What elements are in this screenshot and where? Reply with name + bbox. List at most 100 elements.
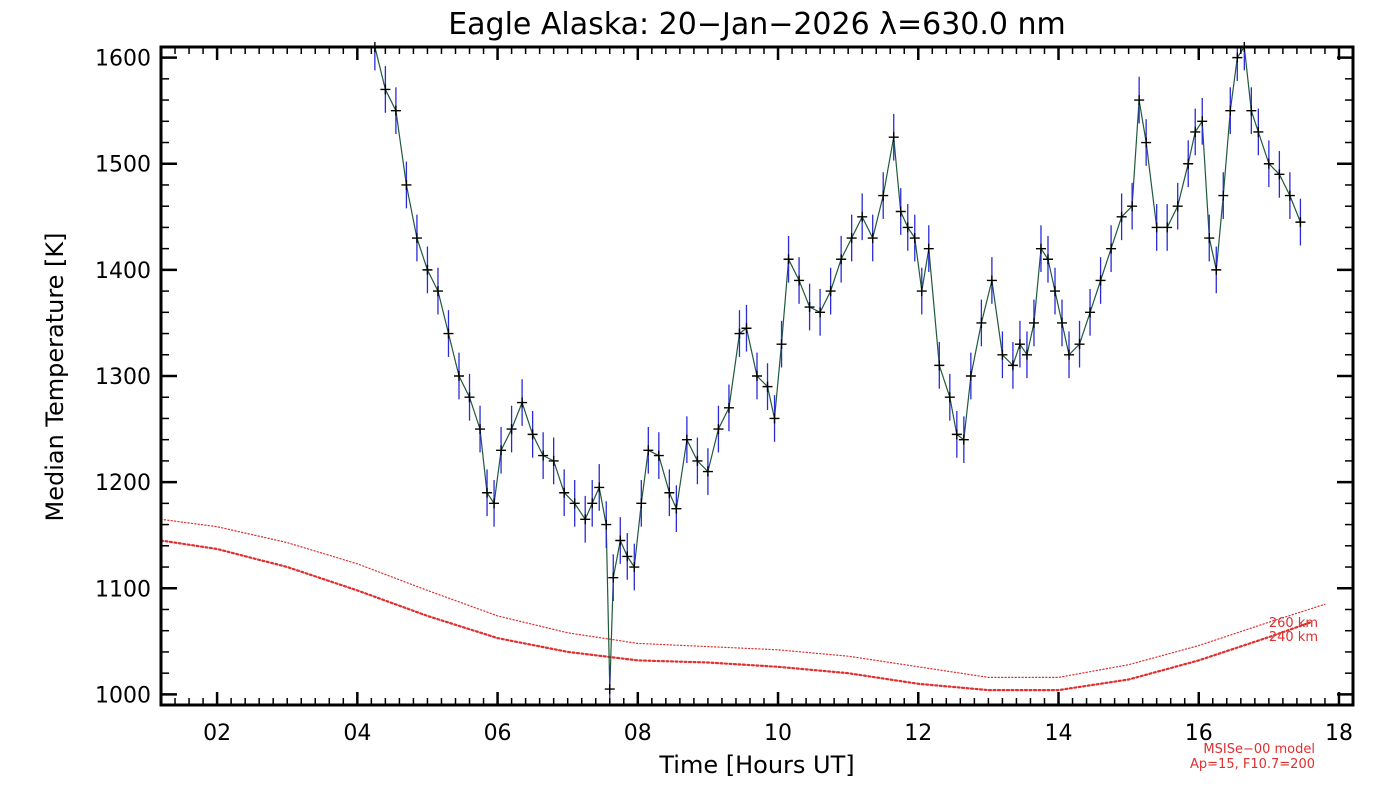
data-point <box>702 466 713 477</box>
x-tick-label: 14 <box>1045 721 1073 746</box>
data-point <box>671 503 682 514</box>
data-point <box>1225 105 1236 116</box>
y-tick-label: 1200 <box>95 471 151 496</box>
data-point <box>664 487 675 498</box>
x-tick-label: 06 <box>484 721 512 746</box>
data-point <box>1197 116 1208 127</box>
data-point <box>538 450 549 461</box>
data-point <box>608 572 619 583</box>
data-point <box>909 233 920 244</box>
data-point <box>762 381 773 392</box>
data-point <box>1263 158 1274 169</box>
data-point <box>944 392 955 403</box>
data-point <box>1074 339 1085 350</box>
data-point <box>1085 307 1096 318</box>
data-point <box>846 233 857 244</box>
y-tick-label: 1100 <box>95 577 151 602</box>
x-tick-label: 08 <box>624 721 652 746</box>
data-point <box>804 302 815 313</box>
data-point <box>958 434 969 445</box>
data-point <box>923 243 934 254</box>
data-point <box>867 233 878 244</box>
data-point <box>1095 275 1106 286</box>
x-tick-label: 18 <box>1325 721 1353 746</box>
data-point <box>836 254 847 265</box>
data-point <box>454 371 464 381</box>
data-point <box>752 371 762 381</box>
data-point <box>1246 105 1257 116</box>
model-label-240km: 240 km <box>1269 630 1318 645</box>
x-tick-label: 10 <box>764 721 792 746</box>
data-point <box>432 286 443 297</box>
x-axis-label: Time [Hours UT] <box>658 751 854 779</box>
data-point <box>569 498 580 509</box>
data-series <box>369 42 1306 705</box>
data-point <box>527 429 538 440</box>
data-point <box>580 514 591 525</box>
data-point <box>1014 339 1025 350</box>
y-tick-label: 1000 <box>95 683 151 708</box>
model-curve-260km <box>160 518 1326 679</box>
data-point <box>1211 264 1222 275</box>
y-tick-label: 1600 <box>95 47 151 72</box>
y-tick-label: 1500 <box>95 153 151 178</box>
data-point <box>976 317 987 328</box>
data-point <box>713 424 724 435</box>
data-point <box>622 551 633 562</box>
data-point <box>390 105 401 116</box>
data-point <box>895 206 906 217</box>
data-point <box>475 424 486 435</box>
data-point <box>629 562 640 573</box>
data-point <box>1134 95 1145 106</box>
data-point <box>559 487 570 498</box>
data-point <box>986 275 997 286</box>
data-point <box>1042 254 1053 265</box>
x-tick-label: 02 <box>203 721 231 746</box>
data-point <box>1127 201 1138 212</box>
axis-ticks: 02 04 06 08 10 12 14 16 18 1000 1100 1200 1300 1400 15… <box>95 47 1354 746</box>
data-point <box>643 445 654 456</box>
data-point <box>1218 190 1229 201</box>
data-point <box>604 684 615 695</box>
data-point <box>934 360 945 371</box>
data-point <box>1151 222 1162 233</box>
data-point <box>951 429 962 440</box>
data-point <box>422 264 433 275</box>
y-axis-label: Median Temperature [K] <box>41 232 69 521</box>
data-point <box>815 307 826 318</box>
data-point <box>587 498 598 509</box>
data-point <box>1050 286 1060 297</box>
data-point <box>401 179 412 190</box>
model-note: MSISe−00 model <box>1203 742 1315 757</box>
data-point <box>878 190 889 201</box>
data-point <box>548 455 559 466</box>
data-point <box>1106 243 1117 254</box>
x-tick-label: 16 <box>1185 721 1213 746</box>
temperature-line <box>374 45 1301 690</box>
data-point <box>857 211 868 222</box>
data-point <box>1284 190 1295 201</box>
data-point <box>1035 243 1046 254</box>
data-point <box>636 498 647 509</box>
data-point <box>1116 211 1127 222</box>
data-point <box>653 450 664 461</box>
data-point <box>489 498 500 509</box>
data-point <box>902 222 913 233</box>
y-tick-label: 1400 <box>95 259 151 284</box>
data-point <box>482 487 493 498</box>
data-point <box>411 233 422 244</box>
model-curve-240km <box>159 539 1313 692</box>
chart-title: Eagle Alaska: 20−Jan−2026 λ=630.0 nm <box>448 7 1066 42</box>
data-point <box>681 434 692 445</box>
data-point <box>601 519 612 530</box>
data-point <box>594 482 605 493</box>
data-point <box>1007 360 1018 371</box>
data-point <box>776 339 787 350</box>
data-point <box>1162 222 1173 233</box>
data-point <box>692 455 703 466</box>
data-point <box>741 323 752 334</box>
data-point <box>1253 126 1264 137</box>
data-point <box>517 397 528 408</box>
data-point <box>1141 137 1152 148</box>
